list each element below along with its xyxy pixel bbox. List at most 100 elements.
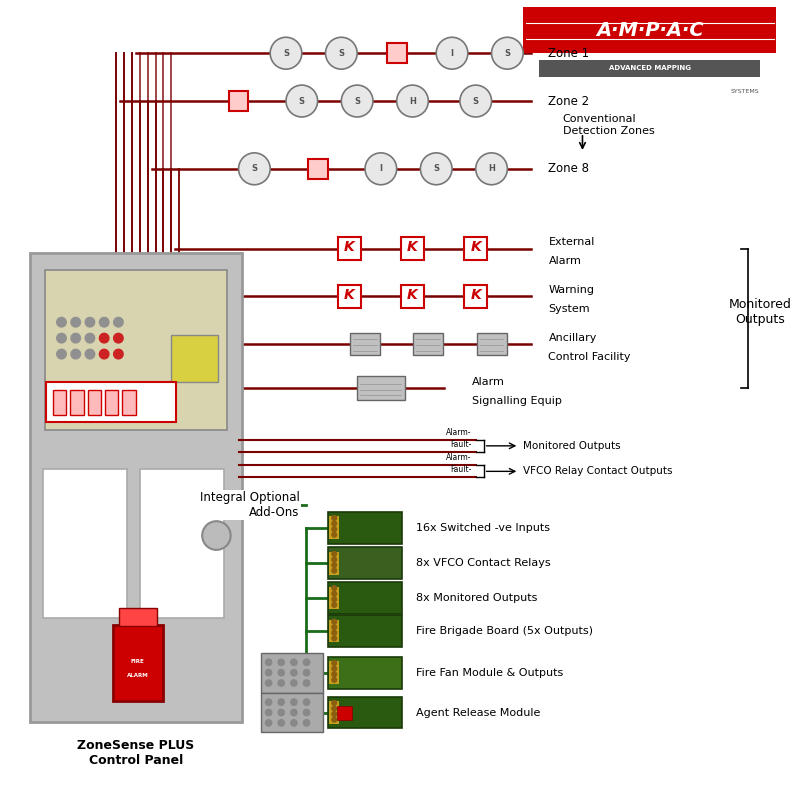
FancyBboxPatch shape <box>328 512 402 543</box>
FancyBboxPatch shape <box>328 547 402 579</box>
Text: Alarm-: Alarm- <box>446 453 472 462</box>
Text: S: S <box>504 49 510 58</box>
Circle shape <box>278 720 285 726</box>
Circle shape <box>278 680 285 686</box>
Text: SYSTEMS: SYSTEMS <box>730 89 759 94</box>
Circle shape <box>71 350 81 359</box>
Circle shape <box>303 659 310 666</box>
Bar <box>338 285 361 308</box>
FancyBboxPatch shape <box>122 390 136 415</box>
Circle shape <box>332 706 337 711</box>
Circle shape <box>85 318 94 327</box>
Text: Integral Optional
Add-Ons: Integral Optional Add-Ons <box>199 491 299 519</box>
Circle shape <box>332 551 337 556</box>
Circle shape <box>332 597 337 602</box>
Circle shape <box>332 568 337 573</box>
Circle shape <box>85 350 94 359</box>
Text: Alarm-: Alarm- <box>446 428 472 437</box>
Text: Alarm: Alarm <box>549 256 582 266</box>
Circle shape <box>332 712 337 717</box>
Circle shape <box>114 334 123 343</box>
FancyBboxPatch shape <box>118 608 157 626</box>
Bar <box>401 285 424 308</box>
Circle shape <box>290 680 297 686</box>
FancyBboxPatch shape <box>386 43 406 63</box>
Circle shape <box>290 720 297 726</box>
Circle shape <box>491 38 523 69</box>
Circle shape <box>266 699 272 706</box>
Text: K: K <box>470 288 481 302</box>
FancyBboxPatch shape <box>328 582 402 614</box>
Bar <box>357 376 405 400</box>
FancyBboxPatch shape <box>30 254 242 722</box>
Circle shape <box>332 701 337 706</box>
Circle shape <box>332 678 337 682</box>
Bar <box>330 620 339 642</box>
Text: Agent Release Module: Agent Release Module <box>417 707 541 718</box>
Circle shape <box>332 661 337 666</box>
Text: S: S <box>283 49 289 58</box>
Circle shape <box>278 710 285 716</box>
Circle shape <box>114 318 123 327</box>
Circle shape <box>332 532 337 537</box>
FancyBboxPatch shape <box>539 59 760 77</box>
Circle shape <box>71 318 81 327</box>
Circle shape <box>266 710 272 716</box>
Text: A·M·P·A·C: A·M·P·A·C <box>596 21 703 39</box>
Text: Fire Brigade Board (5x Outputs): Fire Brigade Board (5x Outputs) <box>417 626 594 636</box>
Circle shape <box>303 670 310 676</box>
FancyBboxPatch shape <box>308 159 327 178</box>
Text: ALARM: ALARM <box>127 673 149 678</box>
Circle shape <box>332 515 337 520</box>
Circle shape <box>266 659 272 666</box>
Circle shape <box>278 699 285 706</box>
Text: Fire Fan Module & Outputs: Fire Fan Module & Outputs <box>417 668 564 678</box>
Text: S: S <box>299 97 305 106</box>
Circle shape <box>332 586 337 590</box>
Circle shape <box>85 334 94 343</box>
Circle shape <box>332 619 337 624</box>
Bar <box>414 333 443 355</box>
Circle shape <box>99 350 109 359</box>
Text: Warning: Warning <box>549 285 594 295</box>
Bar <box>330 586 339 609</box>
Text: K: K <box>344 240 354 254</box>
Circle shape <box>420 153 452 185</box>
Circle shape <box>436 38 468 69</box>
Text: I: I <box>450 49 454 58</box>
Circle shape <box>332 672 337 677</box>
Bar <box>330 702 339 724</box>
Circle shape <box>460 85 491 117</box>
Circle shape <box>99 318 109 327</box>
Circle shape <box>365 153 397 185</box>
Circle shape <box>332 591 337 596</box>
FancyBboxPatch shape <box>105 390 118 415</box>
Bar <box>330 552 339 574</box>
Circle shape <box>326 38 357 69</box>
Circle shape <box>332 557 337 562</box>
Circle shape <box>278 659 285 666</box>
Circle shape <box>303 710 310 716</box>
Text: External: External <box>549 237 595 247</box>
Circle shape <box>332 630 337 635</box>
Circle shape <box>238 153 270 185</box>
Text: VFCO Relay Contact Outputs: VFCO Relay Contact Outputs <box>523 466 673 476</box>
Bar <box>401 237 424 260</box>
Circle shape <box>332 625 337 630</box>
Text: Ancillary: Ancillary <box>549 333 597 343</box>
Text: H: H <box>409 97 416 106</box>
FancyBboxPatch shape <box>113 625 163 702</box>
Circle shape <box>397 85 428 117</box>
FancyBboxPatch shape <box>523 7 776 54</box>
Circle shape <box>114 350 123 359</box>
Bar <box>338 237 361 260</box>
Bar <box>465 237 487 260</box>
Circle shape <box>332 718 337 722</box>
Bar <box>330 662 339 684</box>
Text: FIRE: FIRE <box>131 659 145 664</box>
FancyBboxPatch shape <box>43 470 127 618</box>
FancyBboxPatch shape <box>328 615 402 647</box>
Text: Zone 1: Zone 1 <box>549 46 590 60</box>
Circle shape <box>332 562 337 567</box>
Circle shape <box>266 720 272 726</box>
